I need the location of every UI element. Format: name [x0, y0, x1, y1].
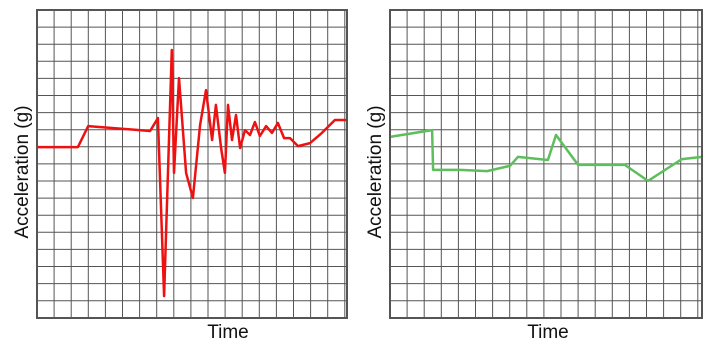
- data-line: [389, 128, 703, 183]
- grid: [390, 10, 702, 318]
- grid: [37, 10, 347, 318]
- y-axis-label: Acceleration (g): [12, 105, 33, 238]
- plot-frame: [389, 9, 703, 319]
- x-axis-label: Time: [527, 322, 569, 343]
- x-axis-label: Time: [207, 322, 249, 343]
- data-line: [37, 48, 347, 298]
- y-axis-label: Acceleration (g): [365, 105, 386, 238]
- plot-frame: [36, 9, 348, 319]
